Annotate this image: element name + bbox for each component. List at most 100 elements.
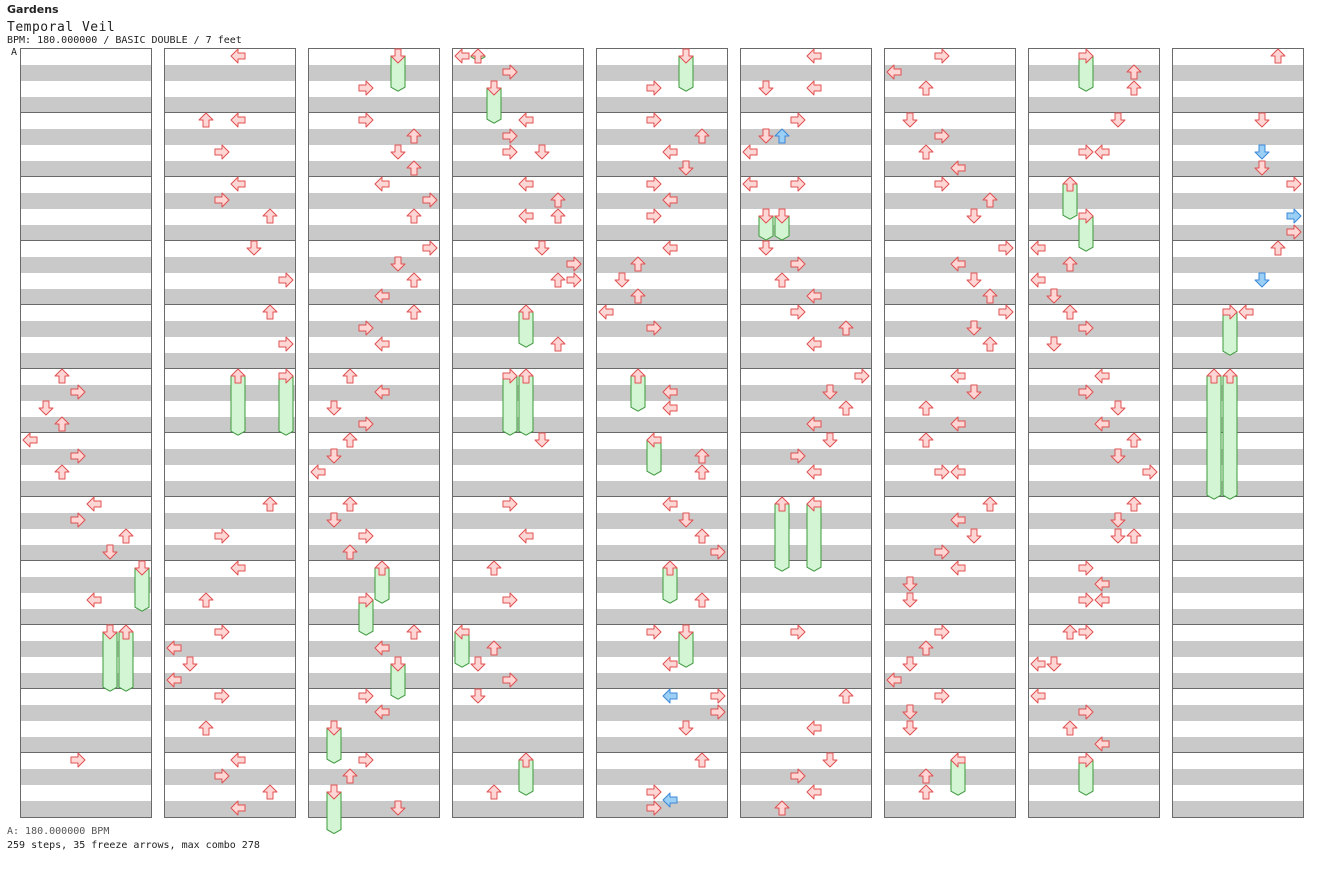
step-arrow [886, 64, 902, 80]
step-arrow [838, 400, 854, 416]
measure-bar [452, 560, 584, 625]
step-arrow [374, 384, 390, 400]
measure-bar [596, 48, 728, 113]
notes-layer [1206, 48, 1302, 500]
measure-bar [20, 496, 152, 561]
step-arrow [1110, 400, 1126, 416]
step-arrow [822, 752, 838, 768]
measure-bar [596, 688, 728, 753]
step-arrow [806, 80, 822, 96]
chart-column [1172, 48, 1304, 818]
freeze-arrow-head [1078, 48, 1094, 64]
bpm-summary: A: 180.000000 BPM [7, 826, 110, 837]
step-arrow [486, 560, 502, 576]
freeze-arrow-head [134, 560, 150, 576]
freeze-arrow-head [662, 560, 678, 576]
freeze-arrow-body [102, 631, 118, 692]
step-arrow [1030, 656, 1046, 672]
step-arrow [1142, 464, 1158, 480]
step-arrow [422, 240, 438, 256]
chart-column [164, 48, 296, 818]
step-arrow [950, 160, 966, 176]
step-arrow [54, 464, 70, 480]
step-arrow [1286, 224, 1302, 240]
measure-bar [1028, 624, 1160, 689]
measure-bar [884, 112, 1016, 177]
measure-bar [308, 368, 440, 433]
step-arrow [886, 672, 902, 688]
measure-bar [1028, 112, 1160, 177]
step-arrow [1094, 416, 1110, 432]
step-arrow [790, 112, 806, 128]
freeze-arrow-head [326, 720, 342, 736]
step-arrow [198, 720, 214, 736]
step-arrow [614, 272, 630, 288]
game-title: Gardens [7, 3, 59, 16]
step-arrow [502, 592, 518, 608]
step-arrow [1046, 656, 1062, 672]
step-arrow [694, 128, 710, 144]
step-arrow [86, 496, 102, 512]
measure-bar [164, 624, 296, 689]
freeze-arrow-head [806, 496, 822, 512]
freeze-arrow-head [486, 80, 502, 96]
step-arrow [694, 752, 710, 768]
step-arrow [502, 672, 518, 688]
freeze-arrow-head [1222, 304, 1238, 320]
measure-bar [884, 560, 1016, 625]
special-arrow [1254, 272, 1270, 288]
step-arrow [358, 112, 374, 128]
step-arrow [662, 240, 678, 256]
measure-bar [164, 432, 296, 497]
measure-bar [740, 752, 872, 818]
measure-bar [596, 112, 728, 177]
step-arrow [406, 624, 422, 640]
step-arrow [1126, 496, 1142, 512]
step-arrow [262, 304, 278, 320]
step-arrow [966, 272, 982, 288]
step-arrow [534, 432, 550, 448]
step-arrow [470, 688, 486, 704]
step-arrow [358, 320, 374, 336]
chart-column [1028, 48, 1160, 818]
freeze-arrow-head [390, 656, 406, 672]
freeze-arrow-head [118, 624, 134, 640]
step-arrow [54, 416, 70, 432]
measure-bar [308, 176, 440, 241]
step-arrow [966, 208, 982, 224]
step-arrow [390, 144, 406, 160]
step-arrow [374, 336, 390, 352]
special-arrow [662, 792, 678, 808]
step-arrow [550, 192, 566, 208]
freeze-arrow-head [758, 208, 774, 224]
freeze-arrow-body [774, 503, 790, 572]
step-arrow [454, 48, 470, 64]
step-arrow [646, 800, 662, 816]
special-arrow [1254, 144, 1270, 160]
step-arrow [790, 768, 806, 784]
measure-bar [1172, 560, 1304, 625]
measure-bar [740, 368, 872, 433]
step-arrow [198, 112, 214, 128]
measure-bar [1028, 48, 1160, 113]
step-arrow [790, 176, 806, 192]
step-arrow [1030, 688, 1046, 704]
step-arrow [326, 512, 342, 528]
measure-bar [1028, 240, 1160, 305]
step-arrow [1270, 48, 1286, 64]
step-arrow [1110, 112, 1126, 128]
step-arrow [518, 208, 534, 224]
chart-column [452, 48, 584, 818]
step-arrow [182, 656, 198, 672]
step-arrow [1078, 704, 1094, 720]
step-arrow [806, 464, 822, 480]
step-arrow [214, 192, 230, 208]
step-arrow [342, 368, 358, 384]
freeze-arrow-body [806, 503, 822, 572]
step-arrow [70, 752, 86, 768]
step-arrow [86, 592, 102, 608]
step-arrow [934, 48, 950, 64]
measure-bar [1172, 240, 1304, 305]
step-arrow [214, 624, 230, 640]
step-arrow [550, 336, 566, 352]
